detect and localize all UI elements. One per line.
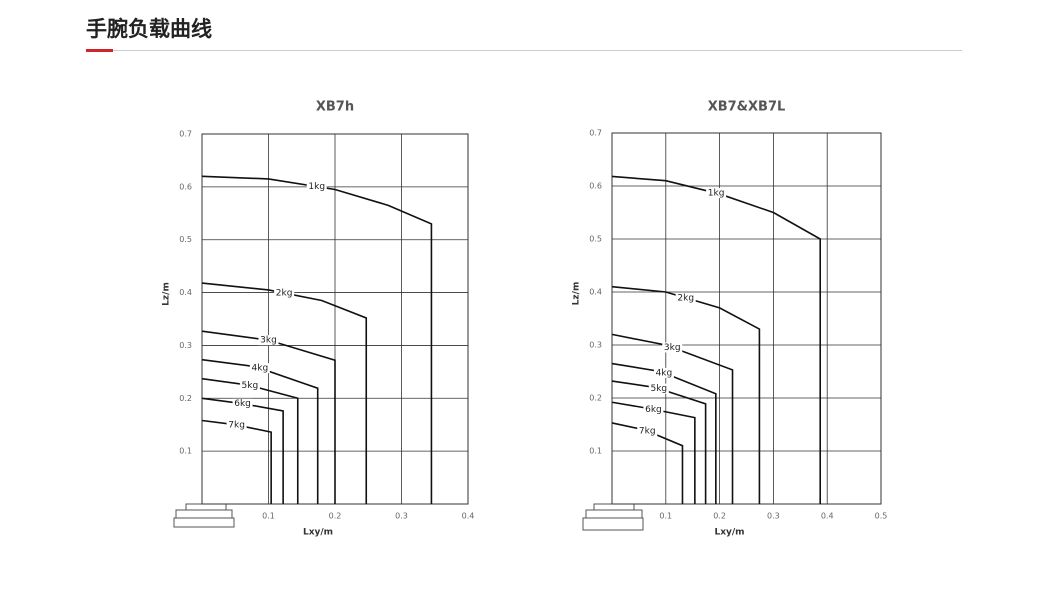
label-bg (306, 181, 327, 192)
label-bg (706, 188, 727, 199)
x-tick-label: 0.5 (875, 512, 888, 521)
curve-label: 5kg (650, 384, 667, 394)
load-curve (201, 282, 368, 504)
load-curve (611, 285, 761, 504)
curve-label: 5kg (242, 381, 259, 391)
curve-label: 2kg (276, 289, 293, 299)
chart-title: XB7h (316, 100, 354, 115)
y-tick-label: 0.2 (589, 394, 602, 403)
curve-label: 3kg (664, 343, 681, 353)
label-bg (662, 342, 683, 353)
robot-base (173, 503, 235, 528)
label-bg (643, 404, 664, 415)
load-curve (611, 333, 734, 504)
curve-label: 4kg (252, 364, 269, 374)
chart-title: XB7&XB7L (708, 100, 786, 115)
load-curve (201, 397, 284, 504)
divider (86, 50, 962, 51)
y-tick-label: 0.1 (179, 447, 192, 456)
y-tick-label: 0.4 (179, 288, 192, 297)
load-curve (201, 377, 299, 504)
x-tick-label: 0.4 (821, 512, 834, 521)
curve-label: 3kg (260, 336, 277, 346)
load-curve (611, 380, 707, 504)
load-curve (611, 401, 696, 504)
label-bg (637, 426, 658, 437)
load-curve (611, 422, 684, 504)
label-bg (274, 288, 295, 299)
x-tick-label: 0.1 (262, 512, 275, 521)
plot-area (611, 132, 882, 505)
curve-label: 7kg (639, 427, 656, 437)
x-tick-label: 0.1 (659, 512, 672, 521)
y-tick-label: 0.6 (179, 182, 192, 191)
y-tick-label: 0.3 (589, 341, 602, 350)
curve-label: 1kg (308, 182, 325, 192)
label-bg (258, 335, 279, 346)
x-tick-label: 0.2 (329, 512, 342, 521)
load-curve (201, 175, 433, 504)
y-axis-label: Lz/m (162, 282, 172, 306)
label-bg (232, 398, 253, 409)
accent-bar (86, 49, 113, 52)
y-tick-label: 0.7 (179, 130, 192, 139)
page-title: 手腕负载曲线 (86, 17, 212, 41)
x-tick-label: 0.3 (395, 512, 408, 521)
label-bg (653, 367, 674, 378)
x-axis-label: Lxy/m (714, 528, 744, 538)
load-curve (611, 362, 717, 504)
x-axis-label: Lxy/m (303, 528, 333, 538)
y-tick-label: 0.5 (179, 235, 192, 244)
y-tick-label: 0.2 (179, 394, 192, 403)
y-tick-label: 0.3 (179, 341, 192, 350)
label-bg (648, 383, 669, 394)
curve-label: 7kg (228, 420, 245, 430)
load-curve (201, 419, 272, 504)
y-tick-label: 0.5 (589, 235, 602, 244)
curve-label: 2kg (677, 293, 694, 303)
label-bg (249, 363, 270, 374)
x-tick-label: 0.2 (713, 512, 726, 521)
curve-label: 6kg (645, 405, 662, 415)
y-axis-label: Lz/m (572, 282, 582, 306)
x-tick-label: 0.3 (767, 512, 780, 521)
label-bg (675, 292, 696, 303)
y-tick-label: 0.4 (589, 288, 602, 297)
y-tick-label: 0.6 (589, 182, 602, 191)
curve-label: 4kg (656, 368, 673, 378)
label-bg (226, 419, 247, 430)
load-curve (611, 175, 822, 504)
load-curve (201, 330, 336, 504)
load-curve (201, 358, 319, 504)
y-tick-label: 0.7 (589, 129, 602, 138)
robot-base (582, 503, 644, 531)
label-bg (239, 380, 260, 391)
x-tick-label: 0.4 (462, 512, 475, 521)
y-tick-label: 0.1 (589, 447, 602, 456)
curve-label: 1kg (708, 189, 725, 199)
curve-label: 6kg (234, 399, 251, 409)
